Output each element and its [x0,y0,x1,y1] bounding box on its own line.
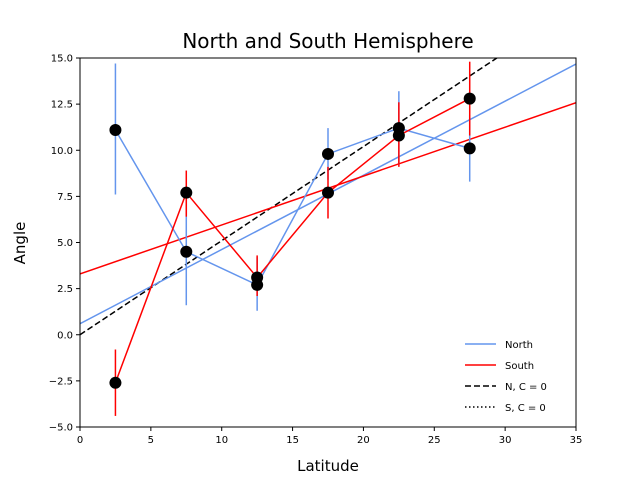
series-line-south [114,97,471,383]
data-point-north [322,147,334,160]
data-point-south [392,129,405,142]
data-point-south [251,271,264,284]
y-tick-label: 12.5 [51,100,73,111]
x-tick-label: 30 [499,435,512,446]
x-tick-label: 0 [77,435,83,446]
series-line-north [114,127,470,286]
y-tick-label: 2.5 [57,284,73,295]
y-tick-label: 10.0 [51,146,73,157]
legend-label: S, C = 0 [505,403,546,414]
legend: North South N, C = 0 S, C = 0 [465,340,547,414]
data-point-south [180,186,193,199]
axis-ticks: 0 5 10 15 20 25 30 35 −5.0 −2.5 0.0 2.5 5.0 7.5 10.0 12… [49,54,583,447]
x-tick-label: 25 [428,435,441,446]
axes-frame [79,57,577,428]
x-tick-label: 10 [215,435,228,446]
y-tick-label: −5.0 [49,423,73,434]
x-tick-label: 15 [286,435,299,446]
y-axis-label: Angle [11,222,29,265]
y-tick-label: 15.0 [51,54,73,65]
x-tick-label: 35 [570,435,583,446]
data-point-south [322,186,334,199]
x-tick-label: 20 [357,435,370,446]
x-tick-label: 5 [148,435,154,446]
y-tick-label: 7.5 [57,192,73,203]
data-point-north [109,123,122,136]
y-tick-label: 0.0 [57,330,73,341]
data-point-north [463,142,476,155]
chart-title: North and South Hemisphere [182,29,473,53]
legend-label: South [505,361,534,372]
plot-area [79,57,577,428]
legend-label: North [505,340,533,351]
data-point-south [109,376,122,389]
y-tick-label: 5.0 [57,238,73,249]
data-point-south [463,92,476,105]
x-axis-label: Latitude [297,457,359,475]
data-point-north [180,245,193,258]
plot-content [80,58,576,416]
y-tick-label: −2.5 [49,376,73,387]
legend-label: N, C = 0 [505,382,547,393]
